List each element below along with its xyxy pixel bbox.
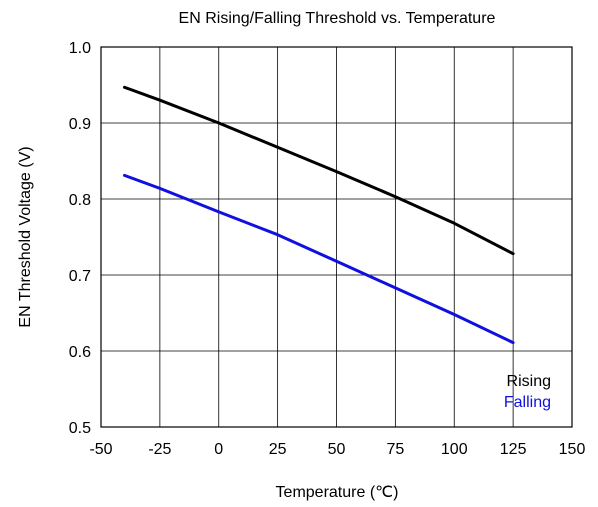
y-axis-label: EN Threshold Voltage (V)	[17, 146, 34, 327]
x-tick-label: -25	[148, 441, 171, 458]
plot-frame	[100, 46, 573, 428]
y-tick-labels: 0.5 0.6 0.7 0.8 0.9 1.0	[69, 40, 91, 437]
y-tick-label: 0.5	[69, 420, 91, 437]
x-tick-labels: -50 -25 0 25 50 75 100 125 150	[89, 441, 585, 458]
x-tick-label: 50	[328, 441, 346, 458]
x-tick-label: 150	[559, 441, 586, 458]
series-line-falling	[123, 173, 515, 345]
x-tick-label: -50	[89, 441, 112, 458]
y-tick-label: 1.0	[69, 40, 91, 57]
chart-title: EN Rising/Falling Threshold vs. Temperat…	[179, 10, 496, 27]
y-tick-label: 0.6	[69, 344, 91, 361]
y-tick-label: 0.7	[69, 268, 91, 285]
legend-entry-rising: Rising	[507, 373, 551, 390]
y-tick-label: 0.8	[69, 192, 91, 209]
x-axis-label: Temperature (℃)	[276, 484, 399, 501]
legend: Rising Falling	[504, 373, 551, 411]
legend-entry-falling: Falling	[504, 394, 551, 411]
x-tick-label: 75	[386, 441, 404, 458]
y-tick-label: 0.9	[69, 116, 91, 133]
x-tick-label: 100	[441, 441, 468, 458]
grid	[101, 47, 572, 427]
x-tick-label: 0	[214, 441, 223, 458]
x-tick-label: 25	[269, 441, 287, 458]
series-lines	[123, 85, 515, 345]
x-tick-label: 125	[500, 441, 527, 458]
series-line-rising	[123, 85, 515, 256]
